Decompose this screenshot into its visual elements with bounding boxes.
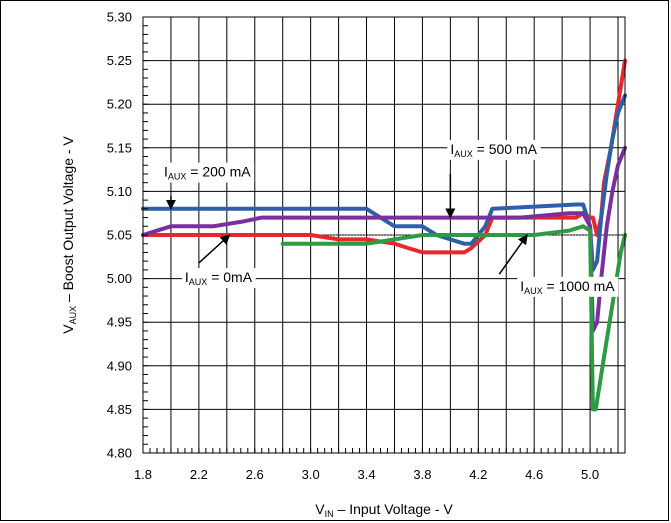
y-tick-label: 4.95	[107, 315, 132, 330]
x-tick-label: 3.8	[413, 467, 431, 482]
x-axis-title-sub: IN	[325, 509, 334, 519]
y-tick-label: 5.05	[107, 228, 132, 243]
annotation-background	[517, 276, 619, 297]
series-line-4	[280, 224, 627, 412]
annotation-arrow	[198, 234, 231, 264]
x-tick-label: 1.8	[134, 467, 152, 482]
x-tick-label: 2.2	[190, 467, 208, 482]
y-tick-label: 4.85	[107, 402, 132, 417]
y-tick-label: 5.25	[107, 53, 132, 68]
y-tick-label: 5.20	[107, 97, 132, 112]
annotation-background	[447, 139, 541, 160]
annotation-background	[160, 162, 255, 183]
x-tick-label: 3.4	[357, 467, 375, 482]
x-tick-label: 2.6	[246, 467, 264, 482]
y-tick-label: 5.30	[107, 10, 132, 25]
series-lines	[141, 58, 627, 412]
series-line-1	[141, 58, 627, 255]
y-axis-title: VAUX – Boost Output Voltage - V	[60, 136, 78, 334]
x-tick-label: 5.0	[581, 467, 599, 482]
y-tick-label: 5.10	[107, 184, 132, 199]
y-axis-title-rest: – Boost Output Voltage - V	[60, 136, 76, 306]
x-tick-label: 3.0	[302, 467, 320, 482]
x-axis-title-main: V	[315, 501, 325, 517]
series-line-3	[141, 145, 627, 333]
annotations: IAUX = 200 mA IAUX = 500 mA IAUX = 0mA IAUX…	[160, 139, 619, 297]
y-axis-title-sub: AUX	[68, 306, 78, 325]
y-tick-label: 4.80	[107, 446, 132, 461]
x-tick-label: 4.2	[469, 467, 487, 482]
annotation-label: IAUX = 500 mA	[450, 141, 537, 159]
annotation-label: IAUX = 200 mA	[164, 164, 251, 182]
x-tick-label: 4.6	[525, 467, 543, 482]
x-axis-title: VIN – Input Voltage - V	[315, 501, 453, 519]
y-tick-label: 4.90	[107, 358, 132, 373]
axis-ticks: 1.8 2.2 2.6 3.0 3.4 3.8 4.2 4.6 5.0 4.80 4.85 4.90 4…	[107, 10, 626, 482]
y-tick-label: 5.00	[107, 271, 132, 286]
annotation-background	[181, 268, 256, 289]
annotation-label: IAUX = 0mA	[185, 269, 253, 287]
y-axis-title-main: V	[60, 324, 76, 334]
x-axis-title-rest: – Input Voltage - V	[334, 501, 454, 517]
annotation-label: IAUX = 1000 mA	[520, 278, 615, 296]
y-tick-label: 5.15	[107, 140, 132, 155]
annotation-arrow	[498, 234, 528, 275]
